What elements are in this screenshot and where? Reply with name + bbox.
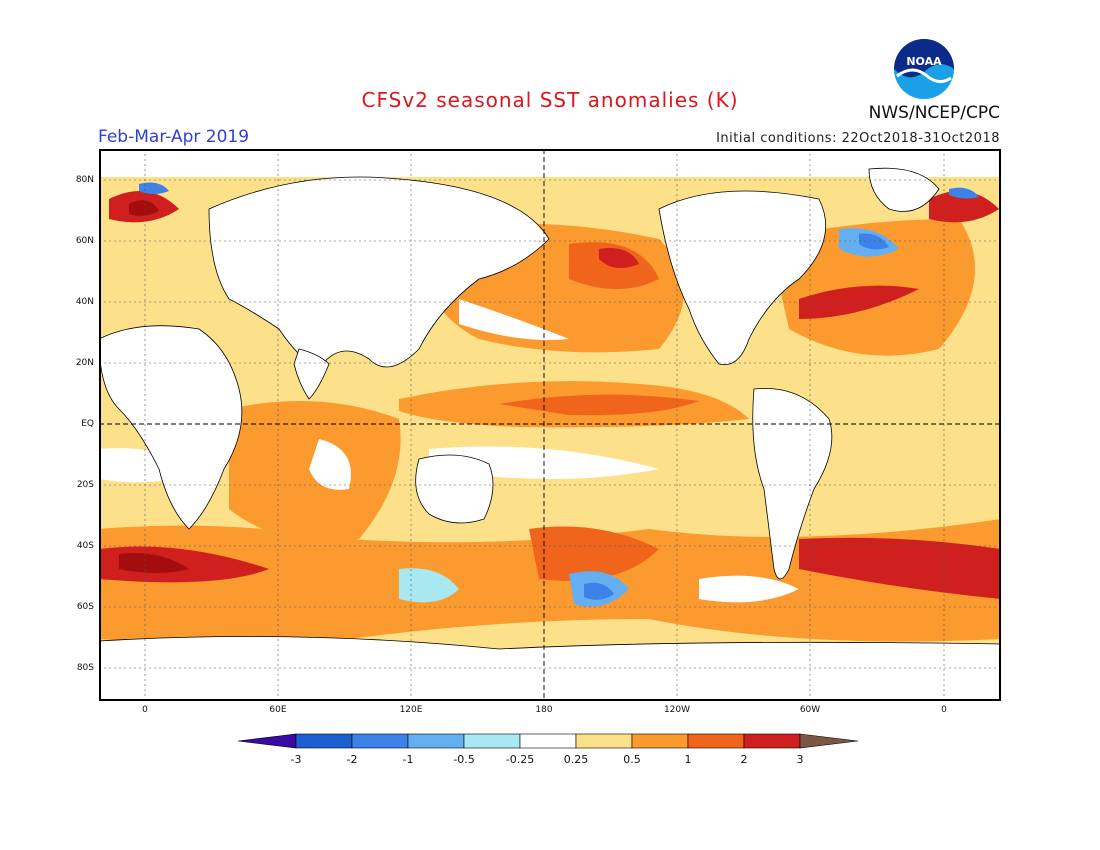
noaa-logo-text: NOAA	[906, 55, 942, 68]
land-masses	[99, 167, 1001, 701]
initial-conditions: Initial conditions: 22Oct2018-31Oct2018	[716, 131, 1000, 146]
lat-label: 20S	[76, 480, 94, 490]
lat-label: 60S	[76, 602, 94, 612]
colorbar-label: 3	[796, 753, 804, 766]
lat-label: 40N	[75, 297, 94, 307]
lat-label: 20N	[75, 358, 94, 368]
lon-label: 0	[142, 705, 148, 715]
sst-anomaly-map	[99, 149, 1001, 701]
colorbar-arrow-min	[238, 733, 297, 749]
lon-label: 0	[941, 705, 947, 715]
lat-label: 80S	[76, 663, 94, 673]
lon-label: 120W	[663, 705, 691, 715]
lon-label: 180	[535, 705, 553, 715]
lon-label: 60E	[269, 705, 287, 715]
lat-label: 40S	[76, 541, 94, 551]
forecast-period: Feb-Mar-Apr 2019	[98, 127, 250, 147]
colorbar-label: -0.25	[505, 753, 535, 766]
map-title: CFSv2 seasonal SST anomalies (K)	[361, 88, 739, 112]
colorbar-label: 0.5	[623, 753, 641, 766]
lon-label: 120E	[399, 705, 423, 715]
map-frame	[99, 149, 1001, 701]
colorbar-label: 1	[684, 753, 692, 766]
colorbar-arrow-max	[799, 733, 859, 749]
colorbar-label: -0.5	[453, 753, 475, 766]
noaa-logo: NOAA	[894, 39, 954, 99]
colorbar-label: -1	[402, 753, 414, 766]
lat-label: 60N	[75, 236, 94, 246]
lat-label: 80N	[75, 175, 94, 185]
colorbar-label: 0.25	[563, 753, 589, 766]
lon-label: 60W	[799, 705, 821, 715]
colorbar-label: -3	[290, 753, 302, 766]
colorbar-label: -2	[346, 753, 358, 766]
agency-label: NWS/NCEP/CPC	[868, 103, 1000, 123]
graticule	[99, 149, 1001, 701]
lat-label: EQ	[81, 419, 94, 429]
colorbar	[238, 733, 859, 749]
colorbar-label: 2	[740, 753, 748, 766]
